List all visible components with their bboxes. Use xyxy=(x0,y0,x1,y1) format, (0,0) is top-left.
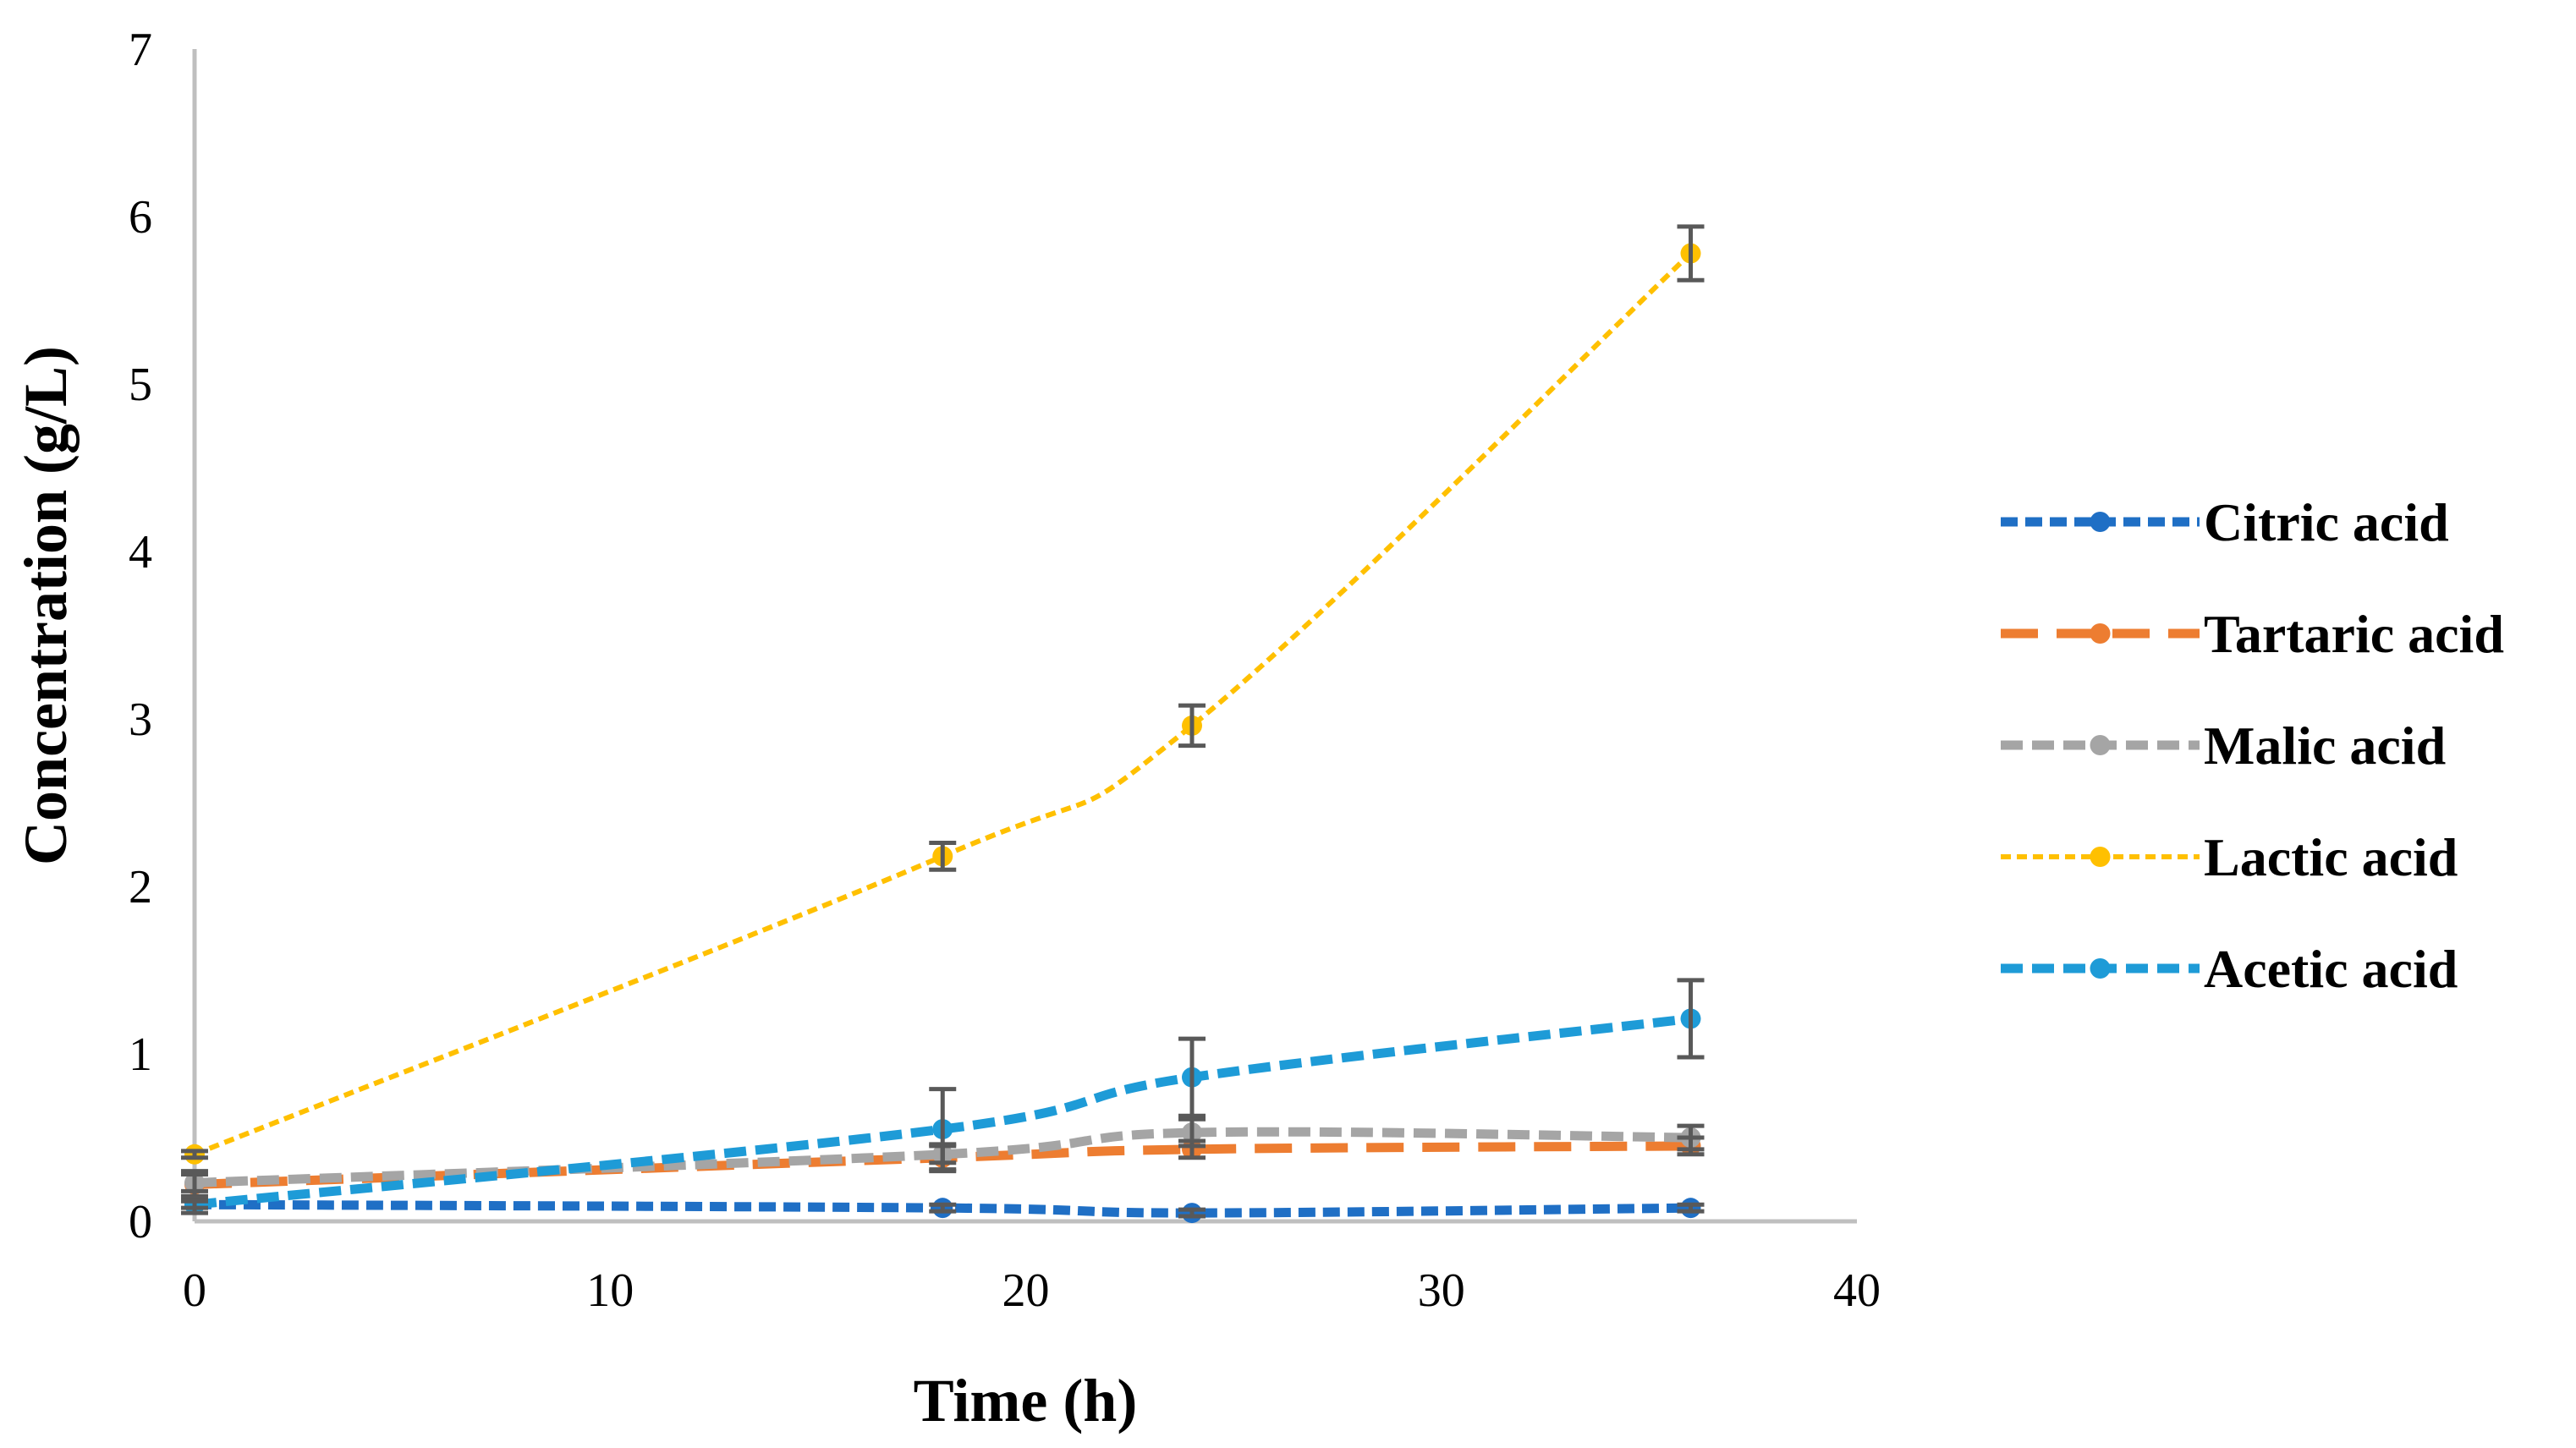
legend-marker xyxy=(2090,623,2111,644)
error-bar xyxy=(929,1087,957,1172)
y-tick-label: 7 xyxy=(129,24,152,76)
legend-item: Acetic acid xyxy=(2001,939,2458,999)
error-bar xyxy=(1677,978,1705,1060)
error-bar xyxy=(181,1198,208,1210)
legend-label: Acetic acid xyxy=(2204,939,2458,999)
error-bar xyxy=(929,841,957,872)
error-bar xyxy=(1178,1116,1206,1149)
legend-label: Malic acid xyxy=(2204,716,2446,776)
y-tick-label: 5 xyxy=(129,359,152,411)
series-layer xyxy=(184,243,1701,1224)
y-axis-title: Concentration (g/L) xyxy=(12,346,80,865)
y-tick-label: 1 xyxy=(129,1028,152,1081)
x-tick-label: 10 xyxy=(586,1264,634,1317)
series-line xyxy=(194,1013,1692,1209)
series-line xyxy=(193,251,1693,1157)
error-bar xyxy=(1178,1207,1206,1219)
legend-item: Tartaric acid xyxy=(2001,604,2504,664)
legend-marker xyxy=(2090,958,2111,979)
legend: Citric acid Tartaric acid Malic acid Lactic… xyxy=(2001,492,2504,999)
legend-label: Lactic acid xyxy=(2204,827,2458,887)
legend-marker xyxy=(2090,847,2111,867)
error-bar xyxy=(181,1172,208,1193)
legend-item: Malic acid xyxy=(2001,716,2446,776)
y-tick-label: 3 xyxy=(129,694,152,746)
errorbar-layer xyxy=(181,224,1705,1219)
legend-marker xyxy=(2090,512,2111,532)
x-tick-label: 0 xyxy=(183,1264,206,1317)
error-bar xyxy=(929,1202,957,1214)
error-bar xyxy=(1677,224,1705,282)
series-line xyxy=(194,1199,1691,1218)
error-bar xyxy=(181,1149,208,1160)
y-tick-label: 2 xyxy=(129,861,152,913)
series-lactic-acid xyxy=(184,243,1701,1165)
y-tick-label: 6 xyxy=(129,191,152,244)
x-tick-label: 30 xyxy=(1418,1264,1465,1317)
x-axis-title: Time (h) xyxy=(914,1367,1138,1434)
error-bar xyxy=(1677,1202,1705,1214)
legend-marker xyxy=(2090,735,2111,755)
legend-item: Lactic acid xyxy=(2001,827,2458,887)
x-tick-label: 40 xyxy=(1833,1264,1881,1317)
legend-item: Citric acid xyxy=(2001,492,2449,552)
error-bar xyxy=(1178,1036,1206,1118)
error-bar xyxy=(1178,703,1206,749)
legend-label: Citric acid xyxy=(2204,492,2449,552)
y-tick-label: 4 xyxy=(129,526,152,579)
y-tick-label: 0 xyxy=(129,1196,152,1248)
x-tick-label: 20 xyxy=(1002,1264,1050,1317)
axes: 0 10 20 30 40 0 1 2 3 4 5 6 7 xyxy=(129,24,1881,1317)
error-bar xyxy=(1677,1123,1705,1152)
legend-label: Tartaric acid xyxy=(2204,604,2504,664)
